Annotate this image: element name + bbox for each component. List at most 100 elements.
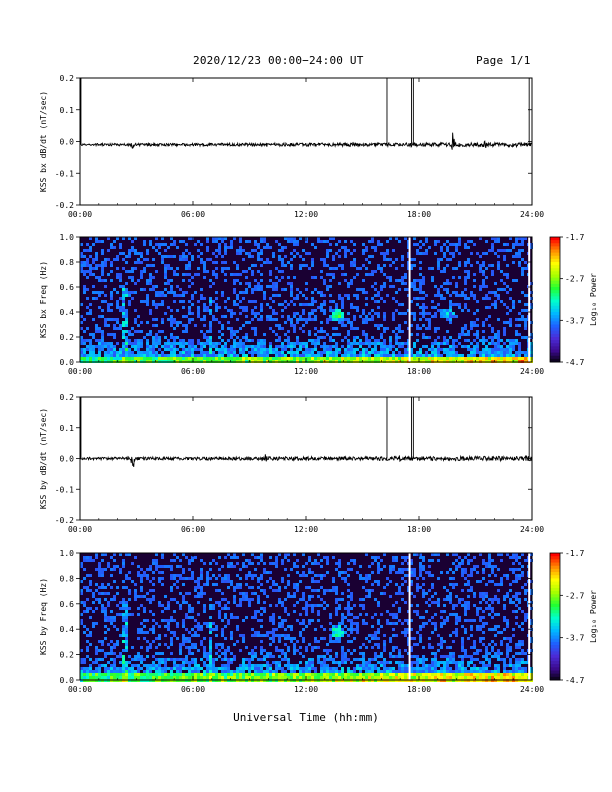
spectrogram-cell [374, 637, 377, 640]
spectrogram-cell [383, 282, 386, 285]
spectrogram-cell [245, 673, 248, 676]
spectrogram-cell [338, 637, 341, 640]
spectrogram-cell [524, 324, 527, 327]
spectrogram-cell [359, 351, 362, 354]
spectrogram-cell [140, 604, 143, 607]
spectrogram-cell [311, 595, 314, 598]
spectrogram-cell [338, 607, 341, 610]
spectrogram-cell [353, 351, 356, 354]
spectrogram-cell [215, 628, 218, 631]
spectrogram-cell [299, 357, 302, 360]
spectrogram-cell [290, 294, 293, 297]
spectrogram-cell [149, 345, 152, 348]
spectrogram-cell [278, 354, 281, 357]
spectrogram-cell [284, 306, 287, 309]
spectrogram-cell [317, 351, 320, 354]
spectrogram-cell [353, 294, 356, 297]
spectrogram-cell [446, 315, 449, 318]
spectrogram-cell [206, 270, 209, 273]
spectrogram-cell [245, 288, 248, 291]
spectrogram-cell [185, 556, 188, 559]
spectrogram-cell [149, 276, 152, 279]
spectrogram-cell [389, 571, 392, 574]
spectrogram-cell [497, 345, 500, 348]
spectrogram-cell [104, 667, 107, 670]
spectrogram-cell [497, 339, 500, 342]
spectrogram-cell [209, 342, 212, 345]
spectrogram-cell [341, 592, 344, 595]
spectrogram-cell [230, 613, 233, 616]
spectrogram-cell [380, 297, 383, 300]
spectrogram-cell [368, 312, 371, 315]
spectrogram-cell [128, 300, 131, 303]
spectrogram-cell [272, 312, 275, 315]
trace-line [79, 454, 533, 468]
spectrogram-cell [308, 339, 311, 342]
spectrogram-cell [215, 646, 218, 649]
colorbar-segment [550, 346, 560, 350]
spectrogram-cell [449, 336, 452, 339]
spectrogram-cell [236, 586, 239, 589]
spectrogram-cell [146, 592, 149, 595]
spectrogram-cell [425, 318, 428, 321]
spectrogram-cell [521, 309, 524, 312]
spectrogram-cell [257, 601, 260, 604]
spectrogram-cell [248, 586, 251, 589]
spectrogram-cell [245, 577, 248, 580]
spectrogram-cell [161, 258, 164, 261]
spectrogram-cell [281, 276, 284, 279]
spectrogram-cell [371, 556, 374, 559]
spectrogram-cell [500, 300, 503, 303]
spectrogram-cell [278, 249, 281, 252]
spectrogram-cell [416, 643, 419, 646]
spectrogram-cell [350, 282, 353, 285]
spectrogram-cell [236, 303, 239, 306]
spectrogram-cell [290, 628, 293, 631]
spectrogram-cell [218, 237, 221, 240]
spectrogram-cell [335, 601, 338, 604]
spectrogram-cell [182, 273, 185, 276]
spectrogram-cell [86, 598, 89, 601]
spectrogram-cell [413, 237, 416, 240]
spectrogram-cell [398, 607, 401, 610]
spectrogram-cell [125, 616, 128, 619]
spectrogram-cell [209, 348, 212, 351]
spectrogram-cell [470, 321, 473, 324]
spectrogram-cell [284, 643, 287, 646]
spectrogram-cell [242, 291, 245, 294]
spectrogram-cell [95, 676, 98, 679]
spectrogram-cell [155, 658, 158, 661]
spectrogram-cell [413, 345, 416, 348]
spectrogram-cell [290, 252, 293, 255]
spectrogram-cell [407, 354, 410, 357]
spectrogram-cell [290, 667, 293, 670]
spectrogram-cell [302, 249, 305, 252]
spectrogram-cell [152, 613, 155, 616]
spectrogram-cell [83, 586, 86, 589]
spectrogram-cell [152, 342, 155, 345]
spectrogram-cell [155, 285, 158, 288]
spectrogram-cell [362, 312, 365, 315]
spectrogram-cell [128, 613, 131, 616]
spectrogram-cell [398, 312, 401, 315]
spectrogram-cell [83, 357, 86, 360]
spectrogram-cell [287, 276, 290, 279]
spectrogram-cell [89, 348, 92, 351]
spectrogram-cell [275, 604, 278, 607]
spectrogram-cell [119, 243, 122, 246]
spectrogram-cell [464, 303, 467, 306]
spectrogram-cell [431, 586, 434, 589]
spectrogram-cell [341, 649, 344, 652]
spectrogram-cell [338, 255, 341, 258]
spectrogram-cell [101, 330, 104, 333]
spectrogram-cell [254, 556, 257, 559]
spectrogram-cell [407, 264, 410, 267]
spectrogram-cell [263, 673, 266, 676]
spectrogram-cell [155, 342, 158, 345]
spectrogram-cell [278, 336, 281, 339]
spectrogram-cell [209, 297, 212, 300]
spectrogram-cell [302, 345, 305, 348]
spectrogram-cell [203, 354, 206, 357]
spectrogram-cell [395, 673, 398, 676]
